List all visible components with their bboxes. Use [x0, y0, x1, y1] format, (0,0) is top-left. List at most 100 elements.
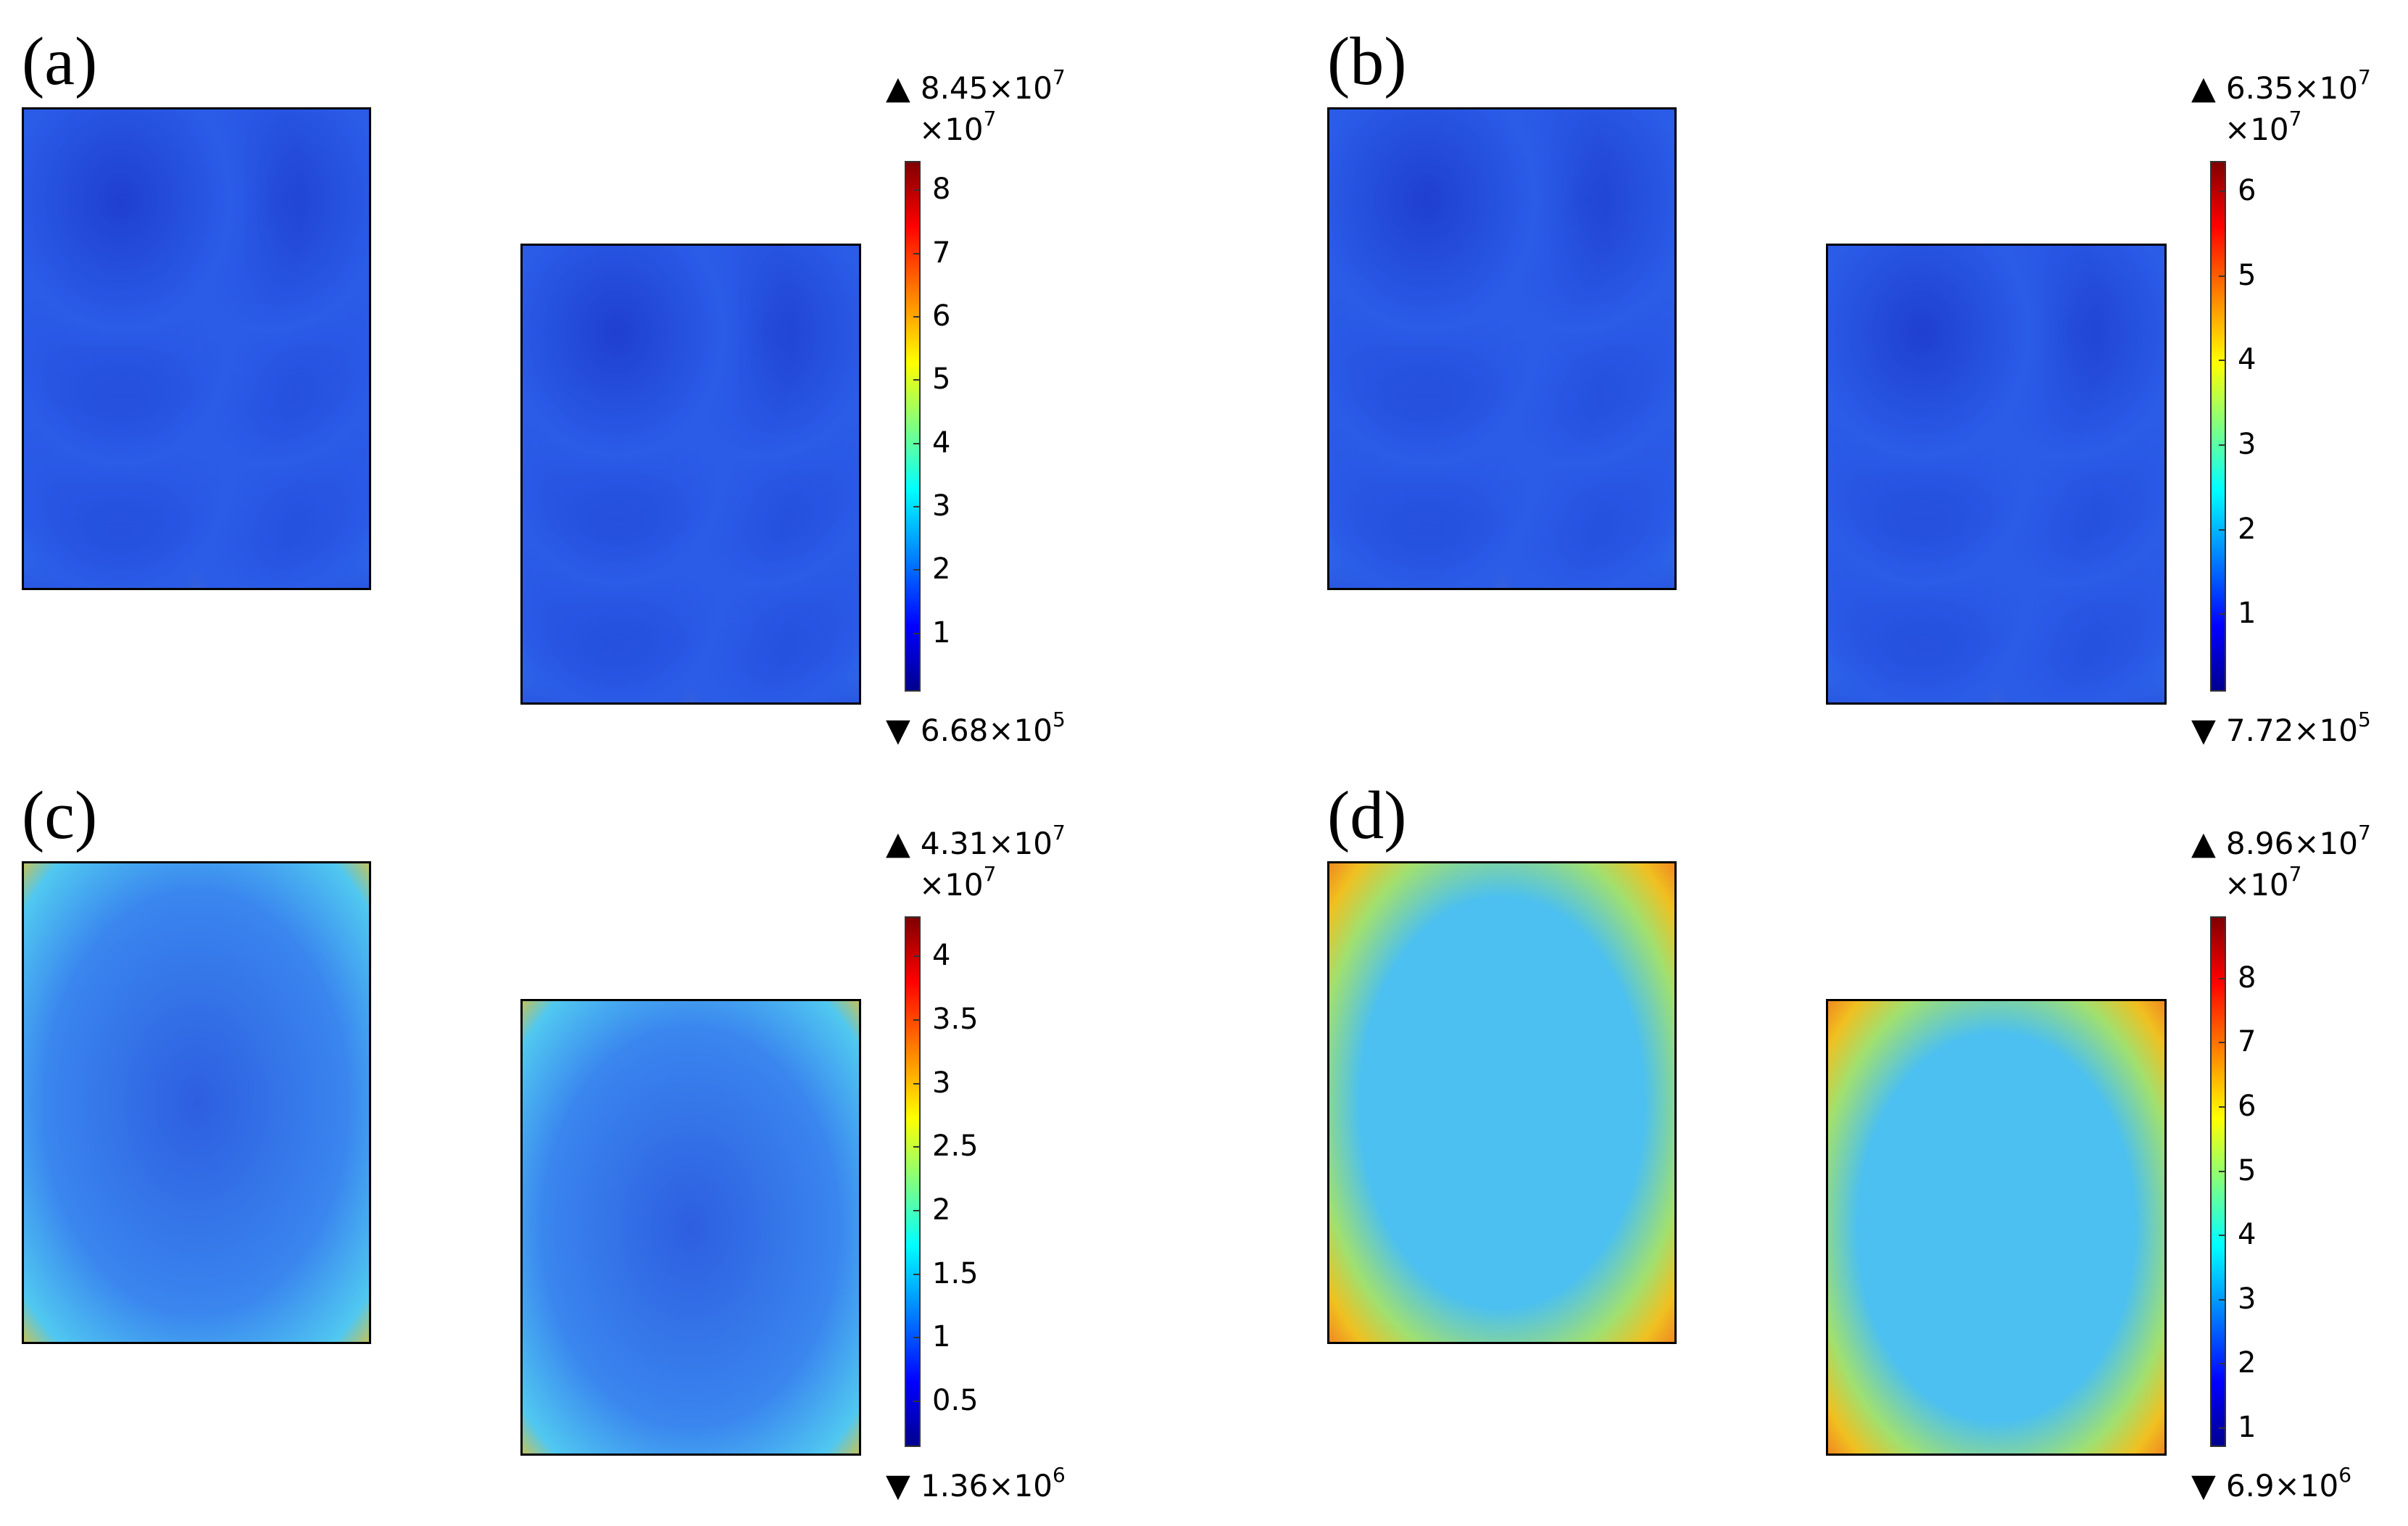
panel-c: (c) ▲ 4.31×107 ×107 ▼ 1.36×106 4 3.5 3 2.5 2 1.… — [0, 763, 1204, 1526]
colorbar-tick-label: 2 — [2238, 512, 2257, 546]
stress-map-left — [22, 107, 371, 590]
colorbar-tick-mark — [2219, 360, 2226, 362]
colorbar-tick-mark — [913, 505, 921, 507]
colorbar-tick-mark — [2219, 613, 2226, 615]
colorbar-tick-mark — [913, 632, 921, 634]
colorbar-tick-label: 5 — [2238, 1153, 2257, 1187]
colorbar-tick-mark — [2219, 1170, 2226, 1172]
colorbar-tick-label: 3.5 — [932, 1003, 979, 1037]
colorbar-tick-label: 8 — [2238, 961, 2257, 995]
colorbar-tick-mark — [2219, 1363, 2226, 1365]
colorbar-tick-label: 3 — [2238, 1282, 2257, 1316]
colorbar-tick-mark — [2219, 528, 2226, 531]
stress-map-right — [520, 999, 861, 1456]
max-triangle-icon: ▲ — [886, 70, 910, 107]
max-value: ▲ 8.96×107 — [2191, 821, 2371, 862]
colorbar-tick-mark — [913, 569, 921, 571]
colorbar-tick-mark — [913, 1019, 921, 1021]
colorbar-tick-mark — [2219, 1042, 2226, 1044]
panel-label: (a) — [22, 24, 98, 99]
colorbar-tick-label: 0.5 — [932, 1384, 979, 1418]
colorbar-tick-label: 3 — [932, 1066, 951, 1100]
colorbar-tick-label: 2.5 — [932, 1129, 979, 1164]
stress-map-right — [1826, 244, 2167, 705]
colorbar-tick-mark — [2219, 275, 2226, 277]
colorbar-tick-mark — [2219, 444, 2226, 446]
colorbar-tick-label: 5 — [932, 362, 951, 397]
colorbar-tick-label: 4 — [2238, 1218, 2257, 1252]
colorbar — [905, 161, 921, 692]
colorbar-multiplier: ×107 — [919, 107, 997, 147]
min-triangle-icon: ▼ — [2191, 712, 2216, 749]
min-triangle-icon: ▼ — [886, 1467, 910, 1504]
colorbar-tick-label: 6 — [2238, 173, 2257, 207]
colorbar-tick-mark — [913, 1337, 921, 1339]
colorbar-tick-mark — [2219, 1427, 2226, 1429]
colorbar-tick-mark — [913, 379, 921, 381]
panel-label: (c) — [22, 778, 98, 853]
colorbar-tick-mark — [2219, 1106, 2226, 1108]
colorbar-tick-label: 6 — [2238, 1089, 2257, 1123]
min-triangle-icon: ▼ — [886, 712, 910, 749]
colorbar-tick-label: 4 — [932, 426, 951, 460]
colorbar-tick-label: 1 — [2238, 597, 2257, 631]
max-value: ▲ 4.31×107 — [886, 821, 1066, 862]
colorbar-tick-label: 1 — [932, 615, 951, 650]
colorbar-tick-label: 8 — [932, 173, 951, 207]
colorbar-tick-mark — [913, 1401, 921, 1403]
stress-map-right — [1826, 999, 2167, 1456]
colorbar-tick-label: 1 — [932, 1320, 951, 1354]
max-value: ▲ 6.35×107 — [2191, 65, 2371, 107]
colorbar — [2210, 916, 2226, 1447]
colorbar-tick-mark — [913, 1082, 921, 1085]
colorbar-tick-label: 4 — [2238, 343, 2257, 377]
colorbar-tick-mark — [913, 1210, 921, 1212]
colorbar-multiplier: ×107 — [2225, 107, 2302, 147]
colorbar-tick-label: 1.5 — [932, 1256, 979, 1290]
min-value: ▼ 6.68×105 — [886, 708, 1066, 749]
colorbar-tick-label: 6 — [932, 299, 951, 333]
colorbar — [2210, 161, 2226, 692]
stress-map-left — [1327, 861, 1677, 1344]
colorbar-tick-mark — [913, 189, 921, 191]
colorbar-tick-mark — [913, 442, 921, 444]
max-triangle-icon: ▲ — [2191, 70, 2216, 107]
colorbar-tick-mark — [913, 955, 921, 958]
colorbar-tick-label: 2 — [932, 1193, 951, 1227]
max-triangle-icon: ▲ — [886, 825, 910, 862]
panel-d: (d) ▲ 8.96×107 ×107 ▼ 6.9×106 8 7 6 5 4 3 2 1 — [1204, 763, 2408, 1526]
min-value: ▼ 7.72×105 — [2191, 708, 2371, 749]
max-triangle-icon: ▲ — [2191, 825, 2216, 862]
colorbar-tick-mark — [913, 1273, 921, 1275]
stress-map-left — [1327, 107, 1677, 590]
colorbar-tick-mark — [2219, 977, 2226, 979]
colorbar-tick-label: 7 — [2238, 1025, 2257, 1059]
min-value: ▼ 1.36×106 — [886, 1463, 1066, 1504]
panel-b: (b) ▲ 6.35×107 ×107 ▼ 7.72×105 6 5 4 3 2 1 — [1204, 0, 2408, 763]
max-value: ▲ 8.45×107 — [886, 65, 1066, 107]
colorbar-tick-label: 5 — [2238, 258, 2257, 292]
colorbar-tick-label: 4 — [932, 939, 951, 973]
colorbar-tick-label: 2 — [2238, 1346, 2257, 1380]
colorbar-tick-label: 7 — [932, 236, 951, 270]
colorbar-multiplier: ×107 — [919, 862, 997, 903]
colorbar-tick-mark — [913, 315, 921, 318]
colorbar-tick-label: 1 — [2238, 1410, 2257, 1444]
colorbar-multiplier: ×107 — [2225, 862, 2302, 903]
colorbar-tick-mark — [2219, 1298, 2226, 1301]
colorbar-tick-label: 2 — [932, 552, 951, 586]
colorbar-tick-label: 3 — [932, 489, 951, 523]
min-triangle-icon: ▼ — [2191, 1467, 2216, 1504]
colorbar-tick-mark — [2219, 1235, 2226, 1237]
colorbar-tick-mark — [2219, 190, 2226, 192]
panel-label: (b) — [1327, 24, 1407, 99]
panel-a: (a) ▲ 8.45×107 ×107 ▼ 6.68×105 8 7 6 5 4 3 2 1 — [0, 0, 1204, 763]
colorbar-tick-mark — [913, 252, 921, 254]
stress-map-left — [22, 861, 371, 1344]
stress-map-right — [520, 244, 861, 705]
colorbar-tick-mark — [913, 1146, 921, 1148]
min-value: ▼ 6.9×106 — [2191, 1463, 2352, 1504]
colorbar-tick-label: 3 — [2238, 427, 2257, 461]
panel-label: (d) — [1327, 778, 1407, 853]
